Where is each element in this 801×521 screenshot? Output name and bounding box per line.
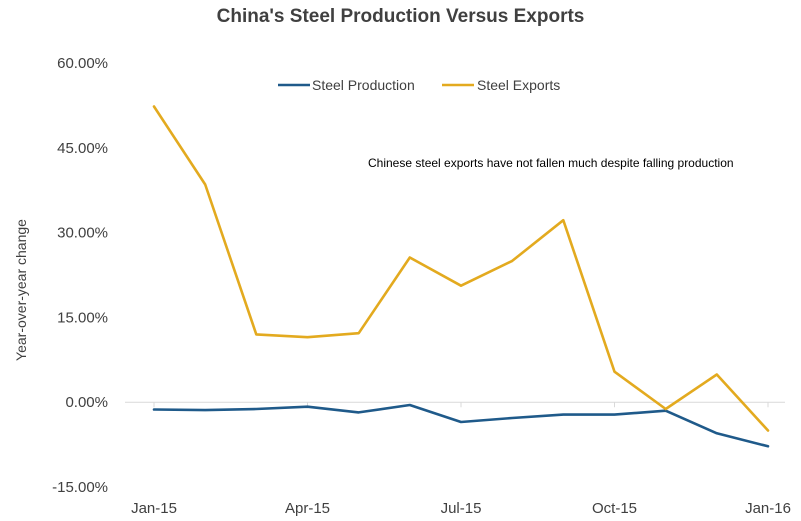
y-tick-label: 30.00% [57, 225, 108, 242]
axis-layer: -15.00% 0.00% 15.00% 30.00% 45.00% 60.00% Jan-… [52, 55, 791, 517]
y-axis-title: Year-over-year change [13, 219, 29, 361]
x-tick-label: Jan-15 [131, 500, 177, 517]
y-tick-label: 60.00% [57, 55, 108, 72]
x-tick-label: Jan-16 [745, 500, 791, 517]
legend-label: Steel Production [312, 77, 415, 93]
chart-title: China's Steel Production Versus Exports [216, 6, 585, 27]
series-line-steel-production [152, 403, 770, 448]
y-tick-label: 15.00% [57, 309, 108, 326]
series-layer [152, 105, 770, 448]
x-tick-label: Jul-15 [441, 500, 482, 517]
x-tick-label: Oct-15 [592, 500, 637, 517]
x-tick-label: Apr-15 [285, 500, 330, 517]
y-tick-label: -15.00% [52, 479, 108, 496]
series-line-steel-exports [152, 105, 770, 432]
legend-label: Steel Exports [477, 77, 560, 93]
y-tick-label: 0.00% [65, 394, 108, 411]
chart-annotation: Chinese steel exports have not fallen mu… [368, 156, 734, 170]
y-tick-label: 45.00% [57, 140, 108, 157]
legend: Steel Production Steel Exports [278, 77, 560, 93]
